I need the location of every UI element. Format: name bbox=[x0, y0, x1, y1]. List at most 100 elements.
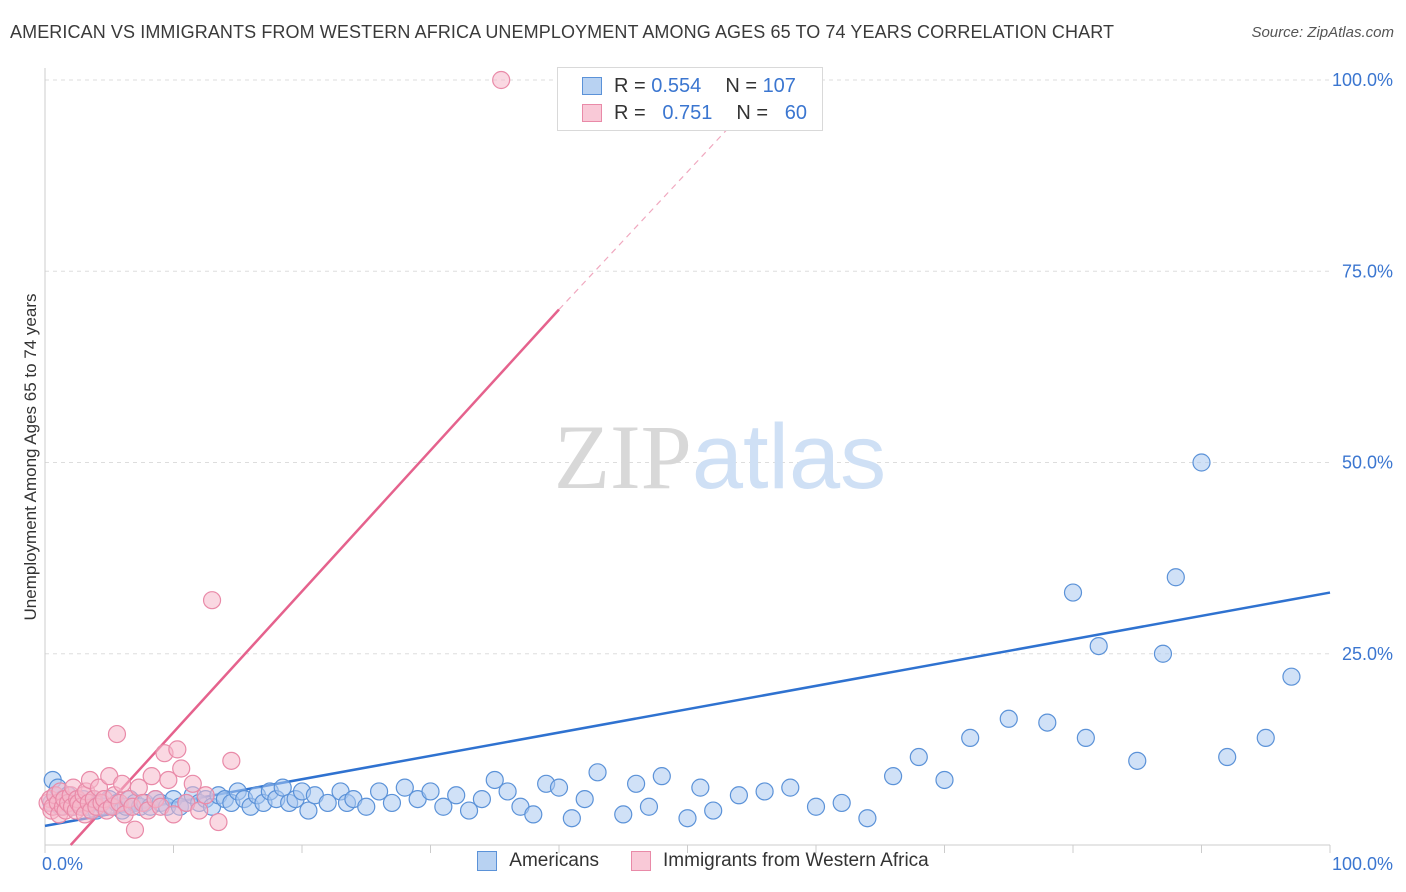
americans-point bbox=[1089, 636, 1108, 656]
americans-point bbox=[614, 805, 633, 824]
grid-lines bbox=[45, 79, 1330, 655]
americans-point bbox=[909, 747, 928, 767]
legend-item-immigrants[interactable]: Immigrants from Western Africa bbox=[631, 850, 929, 872]
r-value: 0.751 bbox=[662, 101, 713, 124]
immigrants-point bbox=[164, 805, 183, 824]
x-tick-label-min: 0.0% bbox=[42, 854, 83, 874]
americans-point bbox=[549, 778, 569, 797]
n-label: N = bbox=[725, 74, 757, 97]
americans-point bbox=[273, 778, 292, 797]
americans-point bbox=[299, 801, 318, 820]
r-value: 0.554 bbox=[651, 74, 702, 97]
americans-point bbox=[395, 778, 414, 797]
americans-legend-swatch bbox=[477, 851, 498, 871]
americans-point bbox=[1282, 667, 1301, 686]
immigrants-point bbox=[492, 70, 511, 90]
immigrants-point bbox=[196, 786, 215, 805]
immigrants-legend-swatch bbox=[631, 851, 652, 871]
americans-point bbox=[370, 782, 389, 801]
stats-legend: R = 0.554 N = 107 R = 0.751 N = 60 bbox=[557, 67, 823, 131]
americans-point bbox=[755, 782, 774, 801]
americans-point bbox=[524, 805, 543, 824]
y-tick-label: 25.0% bbox=[1342, 644, 1393, 664]
americans-point bbox=[691, 778, 710, 797]
axes bbox=[44, 68, 1331, 853]
americans-point bbox=[1038, 713, 1057, 732]
americans-point bbox=[485, 770, 504, 790]
americans-point bbox=[704, 801, 723, 820]
r-label: R = bbox=[614, 74, 646, 97]
chart-title: AMERICAN VS IMMIGRANTS FROM WESTERN AFRI… bbox=[10, 22, 1115, 42]
americans-point bbox=[318, 793, 337, 813]
immigrants-point bbox=[209, 812, 228, 832]
americans-point bbox=[447, 786, 466, 805]
n-value: 60 bbox=[784, 101, 808, 124]
americans-swatch bbox=[582, 77, 602, 95]
americans-point bbox=[588, 763, 607, 782]
immigrants-trend-extension bbox=[558, 102, 753, 310]
source-label: Source: ZipAtlas.com bbox=[1251, 24, 1394, 41]
stats-row-americans: R = 0.554 N = 107 bbox=[582, 73, 796, 99]
americans-point bbox=[562, 809, 581, 828]
americans-point bbox=[575, 789, 594, 809]
legend-label-immigrants: Immigrants from Western Africa bbox=[663, 850, 929, 871]
watermark: ZIPatlas bbox=[554, 406, 886, 508]
americans-point bbox=[626, 774, 646, 793]
immigrants-point bbox=[222, 751, 241, 770]
americans-point bbox=[498, 782, 517, 801]
immigrants-swatch bbox=[582, 104, 602, 122]
immigrants-point bbox=[159, 770, 178, 790]
y-axis-label: Unemployment Among Ages 65 to 74 years bbox=[21, 294, 40, 621]
americans-point bbox=[459, 801, 479, 820]
americans-point bbox=[806, 797, 826, 816]
americans-point bbox=[382, 793, 402, 813]
immigrants-point bbox=[112, 774, 132, 793]
x-tick-label-max: 100.0% bbox=[1332, 854, 1393, 874]
data-points bbox=[38, 70, 1301, 839]
americans-point bbox=[652, 767, 671, 786]
immigrants-point bbox=[125, 820, 145, 839]
immigrants-point bbox=[172, 759, 191, 778]
americans-point bbox=[357, 797, 376, 816]
n-label: N = bbox=[736, 101, 769, 124]
americans-point bbox=[421, 782, 440, 801]
immigrants-trend-line bbox=[69, 308, 560, 846]
americans-point bbox=[1076, 728, 1095, 748]
watermark-atlas: atlas bbox=[692, 406, 886, 508]
immigrants-point bbox=[168, 740, 187, 759]
americans-point bbox=[1256, 728, 1275, 748]
americans-point bbox=[832, 793, 851, 813]
americans-point bbox=[1218, 747, 1237, 767]
immigrants-point bbox=[183, 774, 202, 793]
americans-point bbox=[999, 709, 1018, 728]
y-tick-label: 100.0% bbox=[1332, 70, 1393, 90]
americans-point bbox=[961, 728, 980, 748]
immigrants-point bbox=[202, 591, 222, 610]
tick-labels: 25.0% 50.0% 75.0% 100.0% 0.0% 100.0% bbox=[42, 70, 1393, 874]
r-label: R = bbox=[614, 101, 646, 124]
americans-point bbox=[935, 770, 954, 790]
series-legend: Americans Immigrants from Western Africa bbox=[0, 850, 1406, 872]
americans-point bbox=[1192, 453, 1211, 472]
americans-point bbox=[1128, 751, 1147, 770]
americans-point bbox=[1166, 568, 1185, 587]
americans-point bbox=[434, 797, 453, 816]
americans-point bbox=[1153, 644, 1173, 663]
legend-item-americans[interactable]: Americans bbox=[477, 850, 599, 872]
legend-label-americans: Americans bbox=[509, 850, 600, 871]
y-tick-label: 50.0% bbox=[1342, 453, 1393, 473]
stats-row-immigrants: R = 0.751 N = 60 bbox=[582, 100, 807, 126]
n-value: 107 bbox=[762, 74, 796, 97]
immigrants-point bbox=[107, 724, 127, 744]
y-tick-label: 75.0% bbox=[1342, 261, 1393, 281]
watermark-zip: ZIP bbox=[554, 406, 692, 508]
americans-point bbox=[678, 809, 697, 828]
immigrants-point bbox=[190, 801, 209, 820]
americans-point bbox=[858, 809, 877, 828]
americans-point bbox=[781, 778, 800, 797]
americans-point bbox=[1063, 583, 1083, 602]
americans-point bbox=[639, 797, 659, 816]
americans-point bbox=[883, 767, 903, 786]
americans-point bbox=[729, 786, 749, 805]
